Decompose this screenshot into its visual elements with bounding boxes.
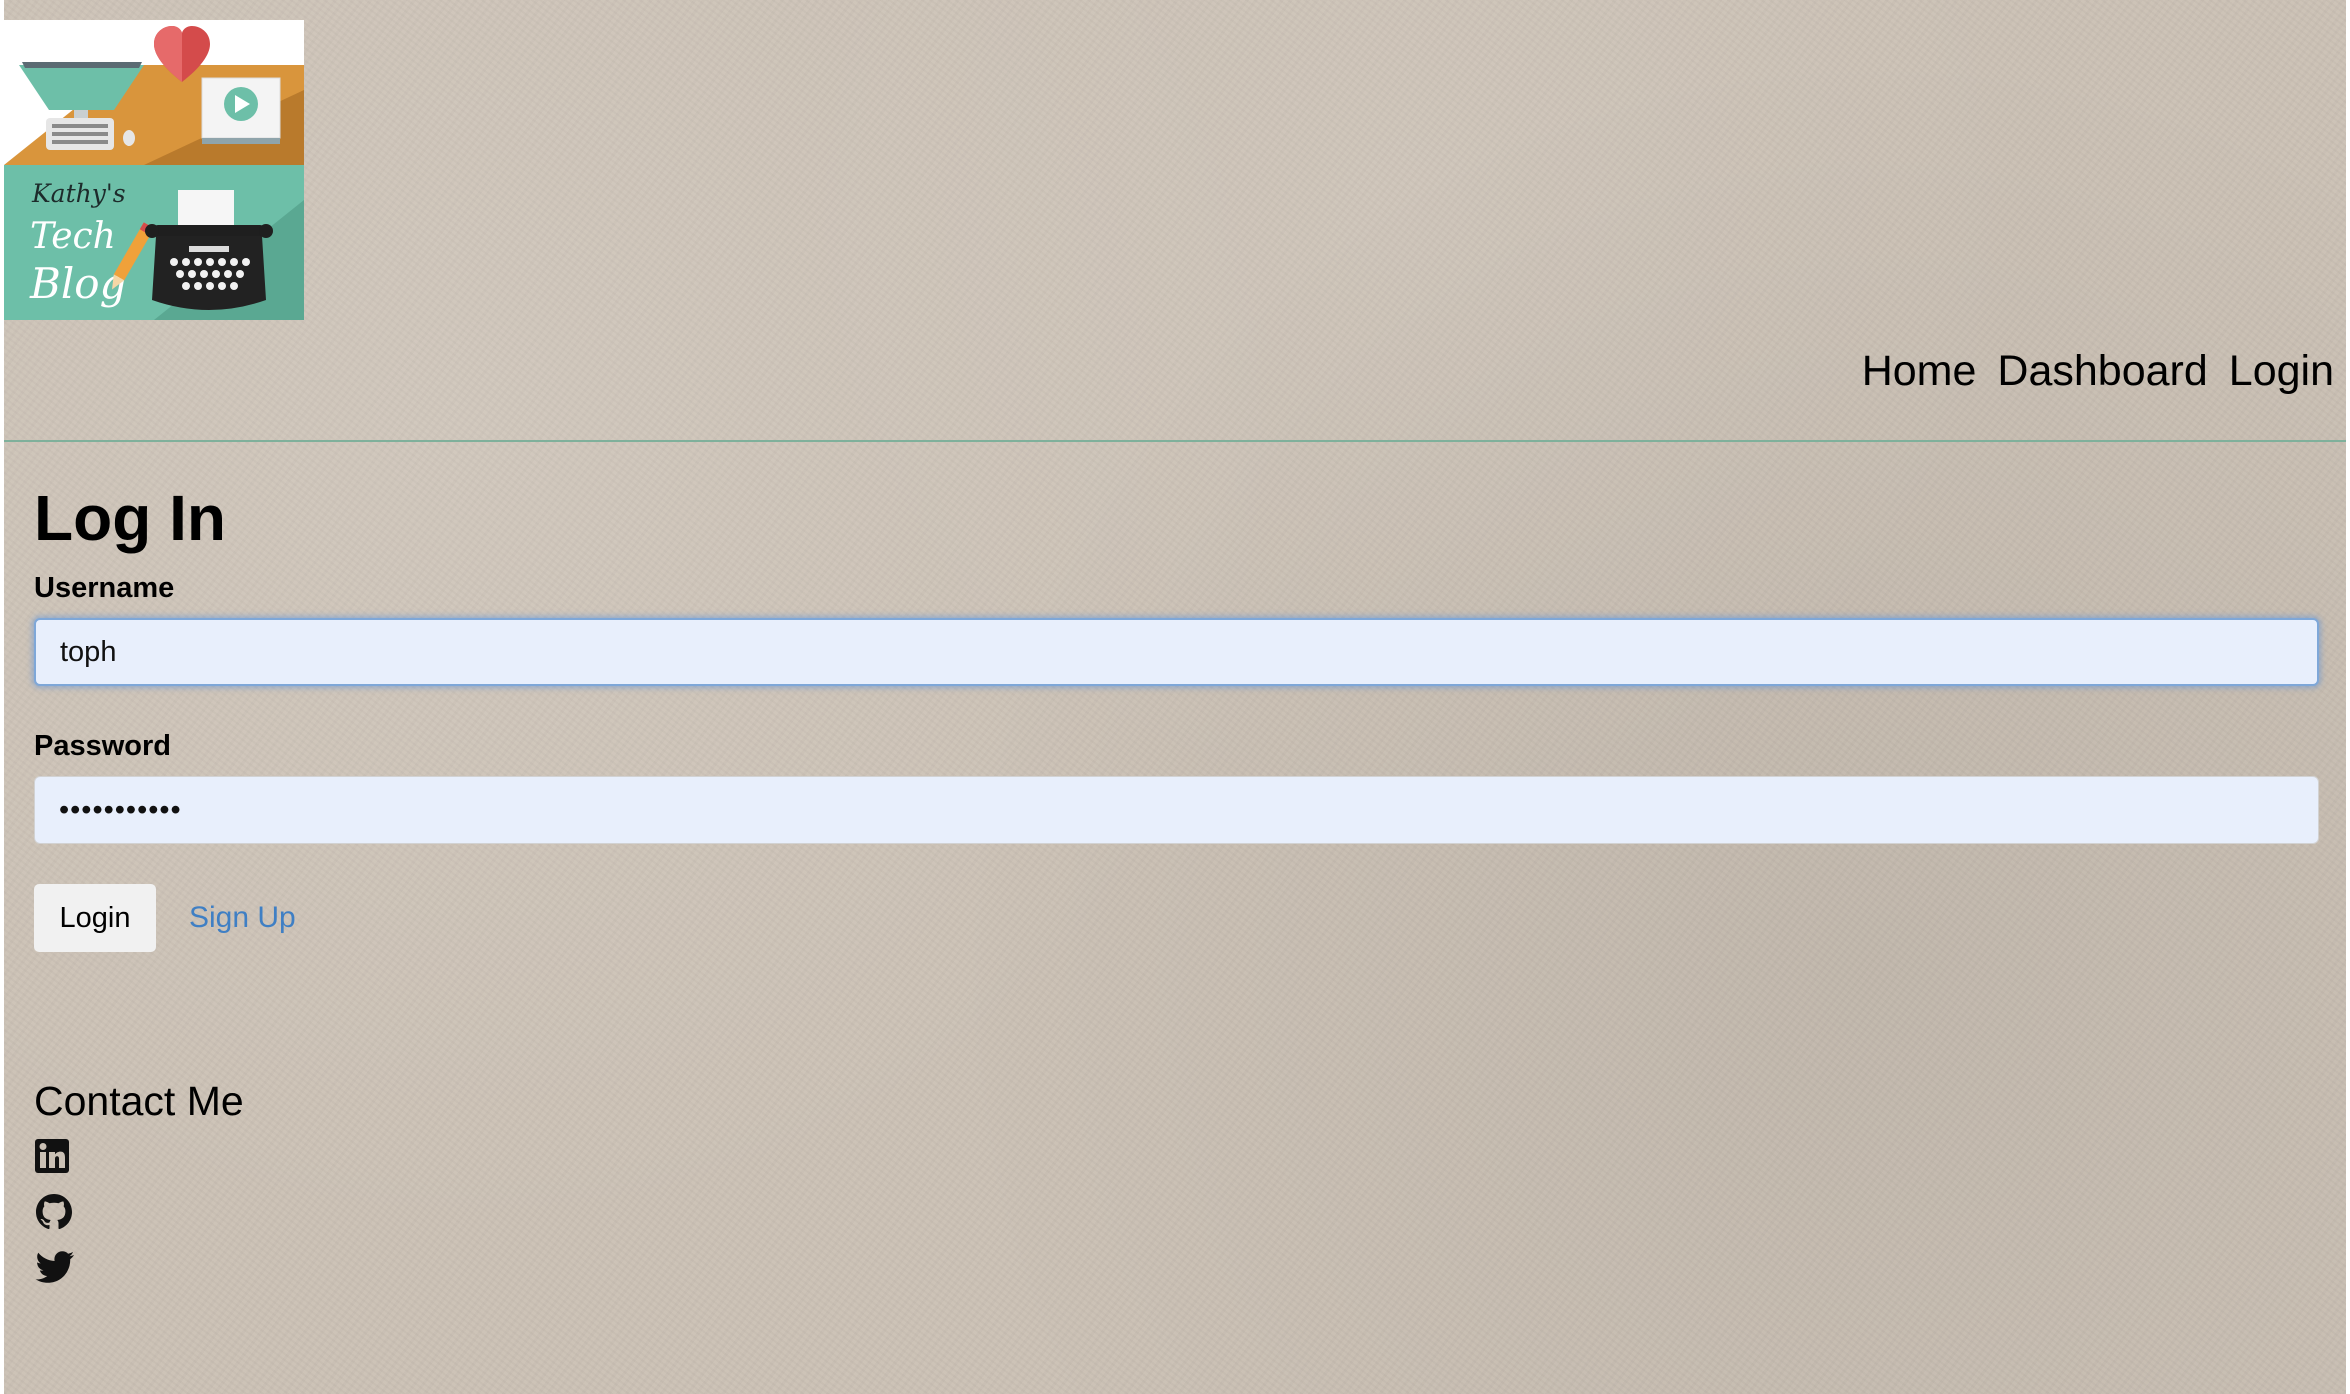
signup-link[interactable]: Sign Up: [189, 901, 296, 934]
monitor-icon: [19, 62, 144, 124]
site-logo[interactable]: Kathy's Tech Blog: [4, 20, 304, 320]
username-label: Username: [34, 572, 175, 604]
github-link[interactable]: [34, 1192, 74, 1232]
linkedin-link[interactable]: [34, 1138, 70, 1174]
contact-title: Contact Me: [34, 1078, 244, 1124]
logo-graphic: Kathy's Tech Blog: [4, 20, 304, 320]
nav-dashboard-link[interactable]: Dashboard: [1997, 347, 2208, 395]
page: Kathy's Tech Blog: [4, 0, 2346, 1394]
main-nav: Home Dashboard Login: [1862, 345, 2334, 397]
twitter-link[interactable]: [34, 1250, 76, 1286]
play-icon: [201, 77, 281, 144]
nav-login-link[interactable]: Login: [2228, 347, 2334, 395]
keyboard-icon: [46, 118, 135, 150]
password-label: Password: [34, 730, 171, 762]
page-title: Log In: [34, 482, 226, 554]
heart-icon: [154, 26, 210, 82]
username-input[interactable]: [34, 618, 2319, 686]
twitter-icon: [35, 1251, 74, 1283]
header-divider: [4, 440, 2346, 442]
password-input[interactable]: [34, 776, 2319, 844]
linkedin-icon: [35, 1139, 69, 1173]
nav-home-link[interactable]: Home: [1861, 347, 1977, 395]
logo-text-kathys: Kathy's: [31, 179, 126, 208]
login-button[interactable]: Login: [34, 884, 156, 952]
logo-text-blog: Blog: [29, 259, 126, 308]
typewriter-icon: [145, 190, 273, 310]
logo-text-tech: Tech: [30, 216, 116, 257]
github-icon: [36, 1194, 72, 1230]
